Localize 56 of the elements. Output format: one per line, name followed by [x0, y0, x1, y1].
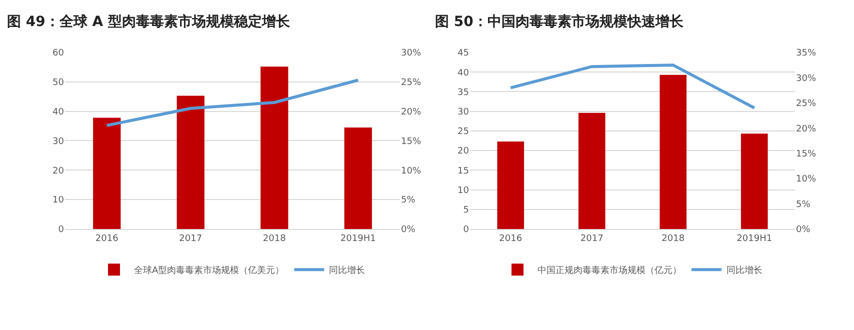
legend-label: 同比增长: [726, 265, 762, 276]
y2-tick-label: 10%: [401, 166, 422, 176]
y-tick-label: 35: [458, 88, 469, 98]
y-tick-label: 25: [458, 127, 469, 138]
y2-tick-label: 35%: [796, 48, 816, 59]
y-tick-label: 20: [458, 146, 470, 157]
bar: [740, 134, 768, 229]
bar: [578, 112, 606, 229]
x-tick-label: 2017: [179, 234, 202, 244]
y2-tick-label: 20%: [796, 124, 816, 134]
y2-tick-label: 5%: [796, 200, 811, 210]
y2-tick-label: 30%: [796, 74, 816, 84]
y-tick-label: 40: [458, 68, 470, 78]
y-tick-label: 45: [458, 48, 469, 59]
y-tick-label: 40: [52, 107, 64, 118]
y2-tick-label: 10%: [796, 174, 816, 185]
y2-tick-label: 15%: [401, 136, 422, 147]
legend-label: 中国正规肉毒毒素市场规模（亿元）: [538, 265, 682, 276]
bar: [497, 142, 524, 229]
legend-label: 同比增长: [329, 265, 366, 276]
y2-tick-label: 30%: [401, 48, 422, 59]
chart-title: 图 49：全球 A 型肉毒毒素市场规模稳定增长: [7, 13, 291, 30]
x-tick-label: 2019H1: [340, 234, 376, 244]
y2-tick-label: 25%: [401, 78, 422, 88]
y2-tick-label: 20%: [401, 107, 422, 118]
y-tick-label: 0: [58, 225, 64, 236]
y2-tick-label: 25%: [796, 99, 816, 110]
line-series: [509, 64, 756, 110]
y2-tick-label: 15%: [796, 149, 816, 160]
y-tick-label: 50: [52, 78, 64, 88]
bar: [93, 118, 121, 229]
y2-tick-label: 0%: [796, 225, 811, 236]
line-series: [105, 78, 360, 127]
y-tick-label: 10: [458, 186, 470, 196]
bar: [660, 74, 687, 229]
y-tick-label: 15: [458, 166, 469, 176]
y-tick-label: 30: [52, 136, 64, 147]
y-tick-label: 30: [458, 107, 470, 118]
y-tick-label: 10: [52, 196, 64, 206]
y-tick-label: 60: [52, 48, 64, 59]
x-tick-label: 2016: [499, 234, 522, 244]
bar: [176, 96, 204, 229]
y-tick-label: 0: [463, 225, 470, 236]
legend-label: 全球A型肉毒毒素市场规模（亿美元）: [134, 265, 284, 276]
x-tick-label: 2018: [662, 234, 685, 244]
chart-title: 图 50：中国肉毒毒素市场规模快速增长: [435, 13, 684, 30]
y-tick-label: 5: [463, 206, 469, 216]
y-tick-label: 20: [52, 166, 64, 176]
x-tick-label: 2018: [262, 234, 286, 244]
y2-tick-label: 5%: [401, 196, 416, 206]
x-tick-label: 2016: [95, 234, 119, 244]
x-tick-label: 2017: [580, 234, 604, 244]
bar: [260, 66, 288, 229]
y2-tick-label: 0%: [401, 225, 416, 236]
bar: [344, 127, 372, 229]
x-tick-label: 2019H1: [736, 234, 772, 244]
